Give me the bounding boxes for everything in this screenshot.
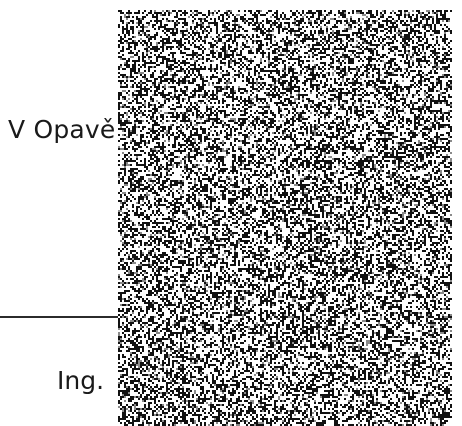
signatory-title-prefix: Ing.: [57, 366, 105, 395]
noise-pattern: [118, 10, 452, 426]
signature-line: [0, 316, 124, 318]
noise-redaction-block: [118, 10, 452, 426]
place-date-prefix: V Opavě: [8, 115, 116, 144]
